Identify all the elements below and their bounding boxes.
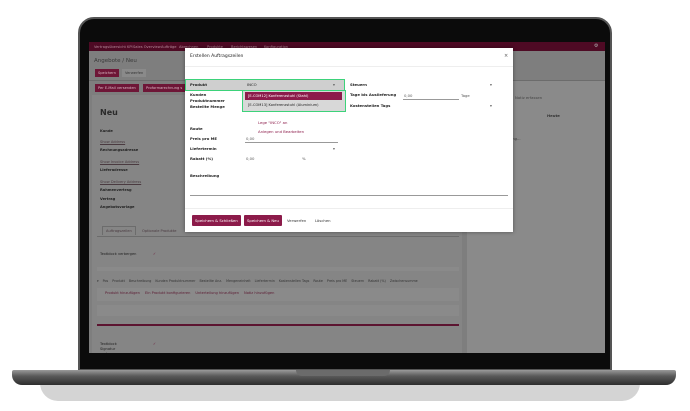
dropdown-option[interactable]: [E-COM13] Konferenzstuhl (Aluminium): [248, 103, 319, 107]
create-option[interactable]: Lege "INCO" an: [258, 120, 288, 125]
label-tage: Tage bis Auslieferung: [350, 92, 397, 97]
add-note-link[interactable]: Notiz hinzufügen: [244, 291, 275, 295]
label-rabatt: Rabatt (%): [190, 156, 213, 161]
signature-hide-label: Textblock Signatur verbergen: [100, 342, 119, 353]
label-rahmenvertrag: Rahmenvertrag: [100, 188, 132, 192]
autocomplete-dropdown: [E-COM12] Konferenzstuhl (Stahl) [E-COM1…: [242, 90, 346, 112]
label-bestellte-menge: Bestellte Menge: [190, 104, 225, 109]
nav-item[interactable]: Produkte: [207, 44, 223, 49]
laptop-shadow: [40, 383, 640, 401]
footer-divider: [185, 208, 513, 209]
input-underline: [245, 142, 338, 143]
label-vertrag: Vertrag: [100, 197, 116, 201]
log-note-button[interactable]: Notiz erfassen: [515, 95, 543, 100]
column-header[interactable]: Zwischensumme: [389, 279, 418, 283]
label-rechnungsadresse: Rechnungsadresse: [100, 148, 139, 152]
add-product-link[interactable]: Produkt hinzufügen: [105, 291, 140, 295]
nav-item[interactable]: Konfiguration: [264, 44, 289, 49]
discard-button[interactable]: Verwerfen: [122, 69, 147, 77]
checkbox[interactable]: ✓: [153, 342, 157, 346]
nav-item[interactable]: Abrechnen: [179, 44, 199, 49]
save-new-button[interactable]: Speichern & Neu: [244, 215, 282, 226]
empty-row: [97, 305, 459, 316]
header-divider: [185, 66, 513, 67]
dropdown-option[interactable]: [E-COM12] Konferenzstuhl (Stahl): [245, 92, 342, 100]
label-kunde: Kunde: [100, 129, 113, 133]
checkbox[interactable]: ✓: [153, 252, 157, 256]
rabatt-unit: %: [302, 156, 306, 161]
nav-item[interactable]: Berichtswesen: [231, 44, 258, 49]
label-kostenstellen: Kostenstellen Tags: [350, 103, 391, 108]
label-angebotsvorlage: Angebotsvorlage: [100, 205, 135, 209]
save-button[interactable]: Speichern: [95, 69, 119, 77]
laptop-base: [12, 370, 676, 385]
label-produktnummer: Produktnummer: [190, 98, 225, 103]
tage-input[interactable]: 0,00: [404, 93, 413, 98]
email-button[interactable]: Per E-Mail versenden: [95, 84, 139, 92]
label-kunden: Kunden: [190, 92, 207, 97]
dialog-title: Erstellen Auftragszeilen: [190, 54, 244, 59]
tab-divider: [97, 236, 459, 237]
column-header[interactable]: Kunden Produktnummer: [155, 279, 196, 283]
chevron-down-icon[interactable]: ▾: [490, 82, 492, 87]
column-header[interactable]: Liefertermin: [254, 279, 275, 283]
laptop-notch: [296, 370, 390, 376]
tab-optionale-produkte[interactable]: Optionale Produkte: [142, 229, 177, 233]
column-header[interactable]: Preis pro ME: [326, 279, 348, 283]
textblock-hide-label: Textblock verbergen: [100, 252, 137, 256]
label-preis: Preis pro ME: [190, 136, 218, 141]
column-header[interactable]: Route: [313, 279, 323, 283]
chevron-down-icon[interactable]: ▾: [333, 82, 335, 87]
save-close-button[interactable]: Speichern & Schließen: [192, 215, 241, 226]
input-underline: [403, 99, 459, 100]
add-line-row: Produkt hinzufügen Ein Produkt konfiguri…: [97, 288, 459, 301]
column-header[interactable]: Bestellte Anz.: [199, 279, 223, 283]
column-header[interactable]: Pos: [102, 279, 109, 283]
label-liefertermin: Liefertermin: [190, 146, 217, 151]
column-header[interactable]: Mengeneinheit: [226, 279, 251, 283]
column-header[interactable]: Kostenstellen Tags: [278, 279, 310, 283]
create-order-line-dialog: Erstellen Auftragszeilen × Produkt INCO …: [185, 48, 513, 232]
nav-item[interactable]: Aufträge: [161, 44, 177, 49]
show-delivery-link[interactable]: Show Delivery Address: [100, 180, 142, 184]
total-divider: [97, 324, 459, 326]
nav-item[interactable]: Vertragsübersicht KPI: [94, 44, 133, 49]
top-nav: Vertragsübersicht KPI Sales Overview Auf…: [89, 42, 605, 51]
tab-auftragszeilen[interactable]: Auftragszeilen: [102, 226, 136, 235]
label-produkt: Produkt: [190, 82, 208, 87]
column-header[interactable]: Produkt: [112, 279, 125, 283]
label-route: Route: [190, 126, 203, 131]
column-header[interactable]: Steuern: [351, 279, 365, 283]
preis-input[interactable]: 0,00: [246, 136, 255, 141]
proforma-button[interactable]: Proformarechnung s: [143, 84, 186, 92]
produkt-input[interactable]: INCO: [247, 82, 257, 87]
chevron-down-icon[interactable]: ▾: [490, 103, 492, 108]
settings-icon[interactable]: ⚙: [594, 43, 599, 49]
sort-icon[interactable]: ▾: [97, 279, 99, 283]
nav-item[interactable]: Sales Overview: [133, 44, 161, 49]
rabatt-input[interactable]: 0,00: [246, 156, 255, 161]
breadcrumb[interactable]: Angebote / Neu: [94, 58, 137, 64]
show-invoice-link[interactable]: Show Invoice Address: [100, 160, 140, 164]
label-lieferadresse: Lieferadresse: [100, 168, 128, 172]
description-underline[interactable]: [190, 195, 508, 196]
show-address-link[interactable]: Show Address: [100, 140, 126, 144]
label-steuern: Steuern: [350, 82, 367, 87]
label-beschreibung: Beschreibung: [190, 173, 220, 178]
create-edit-option[interactable]: Anlegen und Bearbeiten: [258, 129, 305, 134]
delete-button[interactable]: Löschen: [315, 218, 331, 223]
table-header-bg: [97, 267, 459, 271]
chevron-down-icon[interactable]: ▾: [333, 146, 335, 151]
date-separator: Heute: [547, 113, 560, 118]
close-icon[interactable]: ×: [504, 53, 509, 59]
discard-button[interactable]: Verwerfen: [287, 218, 307, 223]
table-header: ▾ Pos Produkt Beschreibung Kunden Produk…: [97, 279, 459, 283]
column-header[interactable]: Rabatt (%): [368, 279, 386, 283]
configure-product-link[interactable]: Ein Produkt konfigurieren: [144, 291, 191, 295]
tage-unit: Tage: [461, 93, 470, 98]
column-header[interactable]: Beschreibung: [128, 279, 152, 283]
record-title: Neu: [100, 108, 118, 117]
add-section-link[interactable]: Unterteilung hinzufügen: [195, 291, 239, 295]
